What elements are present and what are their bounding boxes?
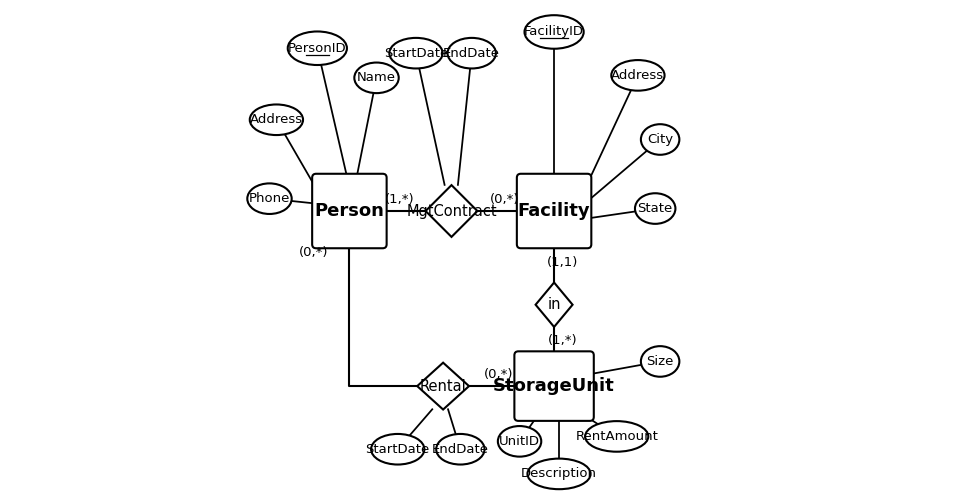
Ellipse shape — [250, 105, 303, 135]
Polygon shape — [535, 283, 572, 327]
Text: UnitID: UnitID — [499, 435, 540, 448]
Ellipse shape — [371, 434, 424, 465]
Text: RentAmount: RentAmount — [575, 430, 658, 443]
Text: EndDate: EndDate — [444, 47, 500, 60]
Text: City: City — [647, 133, 673, 146]
Polygon shape — [417, 363, 469, 410]
Text: Size: Size — [646, 355, 674, 368]
Text: Description: Description — [521, 467, 597, 481]
Text: Person: Person — [315, 202, 384, 220]
Ellipse shape — [248, 184, 292, 214]
Text: (1,*): (1,*) — [385, 193, 414, 206]
Ellipse shape — [641, 124, 680, 155]
Text: (0,*): (0,*) — [484, 368, 513, 381]
Polygon shape — [426, 185, 478, 237]
Text: StorageUnit: StorageUnit — [493, 377, 615, 395]
Ellipse shape — [448, 38, 496, 68]
Text: (1,1): (1,1) — [547, 256, 578, 269]
FancyBboxPatch shape — [517, 174, 591, 248]
Text: Address: Address — [611, 69, 665, 82]
Text: Phone: Phone — [249, 192, 291, 205]
Text: (1,*): (1,*) — [548, 334, 578, 347]
FancyBboxPatch shape — [515, 351, 594, 421]
Text: in: in — [547, 297, 561, 312]
Ellipse shape — [611, 60, 665, 91]
Ellipse shape — [389, 38, 443, 68]
Text: (0,*): (0,*) — [489, 193, 519, 206]
Text: (0,*): (0,*) — [299, 247, 329, 259]
Ellipse shape — [585, 421, 648, 452]
Ellipse shape — [525, 15, 584, 49]
Ellipse shape — [641, 346, 680, 377]
Ellipse shape — [354, 62, 399, 93]
Text: Rental: Rental — [419, 378, 466, 394]
Text: EndDate: EndDate — [432, 443, 488, 456]
Ellipse shape — [436, 434, 485, 465]
Text: Name: Name — [357, 71, 396, 84]
Text: Address: Address — [250, 113, 303, 126]
Ellipse shape — [635, 193, 676, 224]
Ellipse shape — [527, 459, 591, 489]
Text: Facility: Facility — [518, 202, 591, 220]
Text: FacilityID: FacilityID — [525, 25, 584, 39]
Text: MgtContract: MgtContract — [407, 203, 497, 219]
Ellipse shape — [498, 426, 541, 457]
Ellipse shape — [288, 31, 347, 65]
FancyBboxPatch shape — [312, 174, 387, 248]
Text: State: State — [638, 202, 673, 215]
Text: StartDate: StartDate — [366, 443, 430, 456]
Text: StartDate: StartDate — [384, 47, 449, 60]
Text: PersonID: PersonID — [288, 42, 347, 55]
